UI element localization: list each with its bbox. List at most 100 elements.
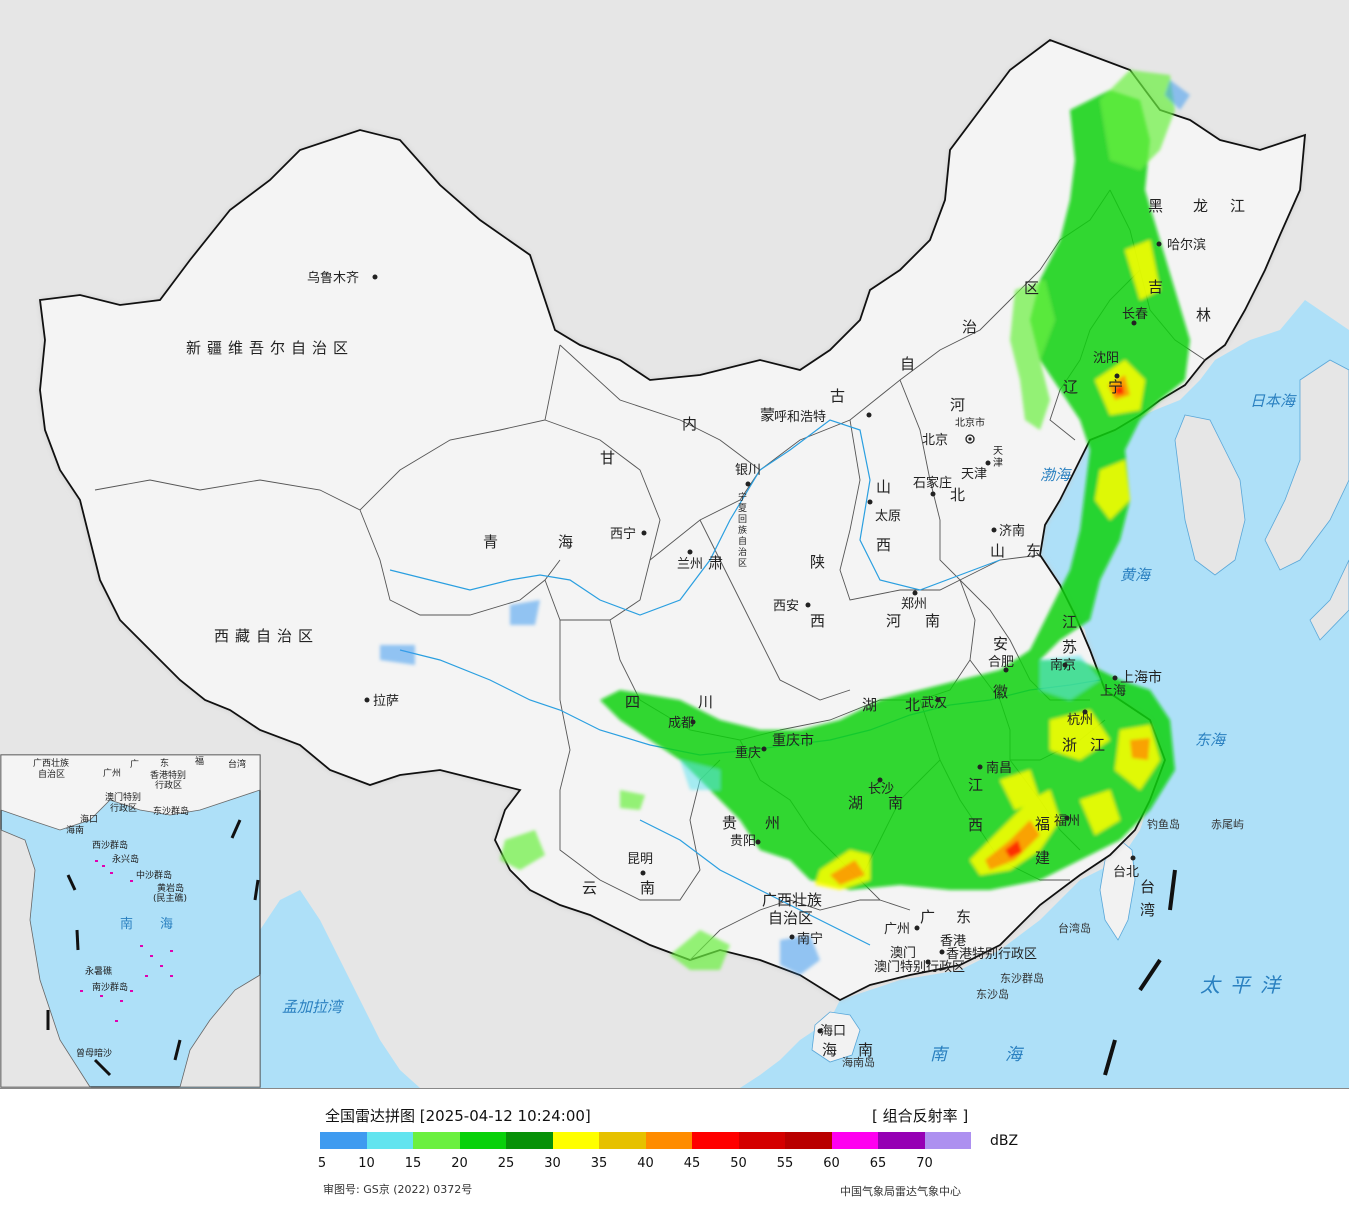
legend-tick-label: 60	[823, 1156, 840, 1171]
city-chengdu: 成都	[668, 716, 694, 731]
city-taipei: 台北	[1113, 865, 1139, 880]
hunan-char1: 湖	[848, 794, 863, 812]
source-agency: 中国气象局雷达气象中心	[840, 1185, 961, 1198]
svg-text:夏: 夏	[738, 503, 747, 514]
city-xining: 西宁	[610, 526, 636, 542]
city-hefei: 合肥	[988, 655, 1014, 670]
province-labels: 新疆维吾尔自治区 西藏自治区	[186, 339, 348, 645]
color-scale-bar	[320, 1132, 971, 1149]
guizhou-char1: 贵	[722, 814, 737, 832]
city-changsha: 长沙	[868, 782, 894, 797]
jiangsu-char1: 江	[1062, 613, 1077, 631]
city-shijiazhuang: 石家庄	[913, 475, 952, 491]
dongsha-dao-label: 东沙岛	[976, 987, 1009, 1001]
legend-tick-label: 45	[683, 1156, 701, 1171]
qinghai-char1: 青	[483, 533, 498, 551]
city-markers	[364, 241, 1162, 1034]
china-radar-map: 新疆维吾尔自治区 西藏自治区 青 海 甘 肃 内 蒙 古 自 治 区 黑 龙 江…	[0, 0, 1349, 1088]
gansu-char1: 甘	[600, 449, 615, 467]
legend-tick-label: 35	[590, 1156, 608, 1171]
guangdong-char2: 东	[956, 908, 971, 926]
nmg-char3: 古	[830, 387, 845, 405]
legend-swatch	[552, 1132, 599, 1149]
ningxia-label: 宁 夏 回 族 自 治 区	[738, 491, 747, 569]
svg-text:中沙群岛: 中沙群岛	[136, 869, 172, 881]
sea-japan-label: 日本海	[1250, 392, 1297, 410]
shanxi-char1: 山	[876, 478, 891, 496]
city-urumqi: 乌鲁木齐	[307, 270, 359, 286]
taiwan-char2: 湾	[1140, 901, 1155, 919]
svg-text:广州: 广州	[103, 767, 121, 779]
bengal-label: 孟加拉湾	[282, 998, 345, 1016]
taiwan-char1: 台	[1140, 878, 1155, 896]
sichuan-char2: 川	[698, 693, 713, 711]
guangxi-line1: 广西壮族	[762, 891, 822, 909]
svg-text:黄岩岛: 黄岩岛	[157, 882, 184, 894]
svg-text:自: 自	[738, 535, 747, 547]
legend-tick-label: 40	[637, 1156, 654, 1171]
legend-swatch	[692, 1132, 739, 1149]
city-nanchang: 南昌	[986, 760, 1012, 776]
guizhou-char2: 州	[765, 814, 780, 832]
city-shanghai: 上海	[1100, 684, 1126, 699]
yunnan-char1: 云	[582, 879, 597, 897]
svg-text:福: 福	[195, 755, 204, 767]
svg-text:南: 南	[120, 916, 133, 932]
city-nanjing: 南京	[1050, 657, 1076, 673]
city-kunming: 昆明	[627, 852, 653, 867]
legend-tick-label: 70	[916, 1156, 933, 1171]
legend-swatch	[413, 1132, 460, 1149]
chiwei-label: 赤尾屿	[1211, 818, 1244, 831]
svg-text:治: 治	[738, 546, 747, 558]
jilin-char1: 吉	[1148, 278, 1163, 296]
legend-swatch	[366, 1132, 413, 1149]
legend-swatch	[738, 1132, 785, 1149]
hubei-char2: 北	[905, 696, 920, 714]
city-taiyuan: 太原	[875, 509, 901, 524]
sea-labels: 日本海 渤海 黄海 东海 太平洋 南 海 孟加拉湾	[282, 392, 1297, 1065]
svg-text:自治区: 自治区	[38, 768, 65, 780]
region-labels: 青 海 甘 肃 内 蒙 古 自 治 区 黑 龙 江 吉 林 辽 宁 山 东 河 …	[483, 197, 1245, 1059]
anhui-char1: 安	[993, 635, 1008, 653]
hlj-char1: 黑	[1148, 197, 1163, 215]
henan-char2: 南	[925, 612, 940, 630]
diaoyu-label: 钓鱼岛	[1147, 817, 1180, 831]
qinghai-char2: 海	[558, 533, 573, 551]
hubei-char1: 湖	[862, 696, 877, 714]
legend-swatch	[831, 1132, 878, 1149]
legend-swatch	[645, 1132, 692, 1149]
tianjin-small-char1: 天	[993, 446, 1003, 457]
city-yinchuan: 银川	[735, 463, 761, 478]
zhejiang-char2: 江	[1090, 736, 1105, 754]
city-beijing: 北京	[922, 433, 948, 448]
anhui-char2: 徽	[993, 683, 1008, 701]
legend-swatch	[924, 1132, 971, 1149]
city-haikou: 海口	[820, 1024, 846, 1039]
svg-text:宁: 宁	[738, 491, 747, 503]
svg-text:族: 族	[738, 524, 747, 536]
fujian-char2: 建	[1035, 849, 1050, 867]
sea-south-char2: 海	[1005, 1045, 1025, 1065]
city-nanning: 南宁	[797, 931, 823, 947]
dongsha-qundao-label: 东沙群岛	[1000, 971, 1044, 985]
svg-text:区: 区	[738, 558, 747, 569]
zhejiang-char1: 浙	[1062, 736, 1077, 754]
guangxi-line2: 自治区	[768, 909, 813, 927]
hlj-char3: 江	[1230, 197, 1245, 215]
city-changchun: 长春	[1122, 307, 1148, 322]
city-hangzhou: 杭州	[1067, 713, 1093, 728]
legend-swatch	[459, 1132, 506, 1149]
shanxi-char2: 西	[876, 536, 891, 554]
sea-yellow-label: 黄海	[1120, 566, 1152, 584]
svg-text:(民主礁): (民主礁)	[153, 892, 187, 904]
city-harbin: 哈尔滨	[1167, 237, 1206, 253]
svg-text:广: 广	[130, 758, 139, 770]
shaanxi-char2: 西	[810, 612, 825, 630]
nmg-char4: 自	[900, 355, 915, 373]
legend-product: [ 组合反射率 ]	[872, 1107, 969, 1125]
henan-char1: 河	[886, 612, 901, 630]
city-lhasa: 拉萨	[373, 694, 399, 709]
svg-text:东沙群岛: 东沙群岛	[153, 805, 189, 817]
pacific-label: 太平洋	[1200, 973, 1290, 997]
svg-text:永暑礁: 永暑礁	[85, 965, 112, 977]
